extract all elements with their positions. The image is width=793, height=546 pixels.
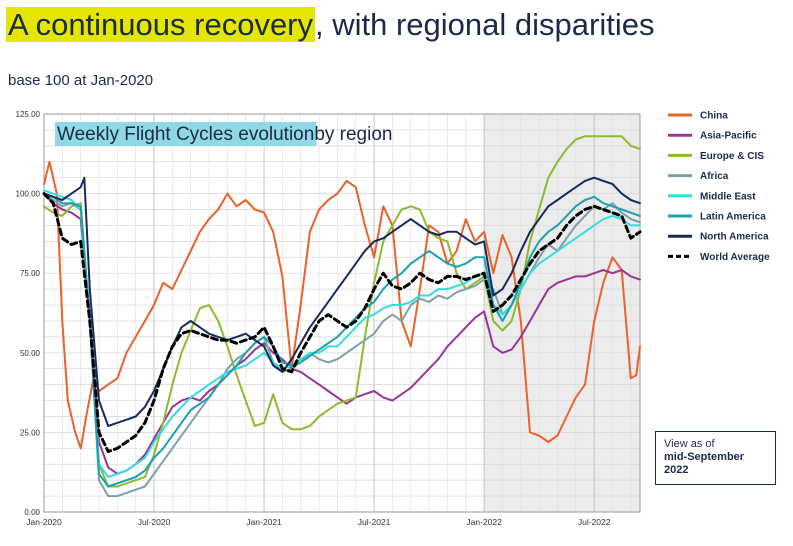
subtitle: base 100 at Jan-2020 — [8, 72, 154, 89]
series-line-china — [43, 160, 641, 450]
shaded-period — [484, 114, 640, 512]
legend-label: World Average — [700, 252, 770, 263]
plot-border — [43, 113, 641, 513]
legend-label: Latin America — [700, 212, 766, 223]
main-title-highlight: A continuous recovery — [6, 7, 316, 42]
x-tick-label: Jan-2022 — [466, 517, 502, 527]
legend-item: Asia-Pacific — [668, 131, 757, 142]
legend-item: China — [668, 111, 728, 122]
series-line-latin-america — [43, 192, 641, 488]
legend-item: Latin America — [668, 212, 766, 223]
chart-title: Weekly Flight Cycles evolution by region — [55, 122, 392, 146]
view-date-note: View as of mid-September 2022 — [655, 431, 776, 485]
x-tick-label: Jul-2021 — [358, 517, 391, 527]
legend-item: World Average — [668, 252, 770, 263]
y-tick-label: 25.00 — [20, 428, 41, 437]
series-line-africa — [43, 192, 641, 498]
chart-title-rest: by region — [314, 124, 392, 145]
y-tick-label: 50.00 — [20, 349, 41, 358]
y-tick-label: 125.00 — [16, 110, 41, 119]
legend-label: Africa — [700, 171, 729, 182]
series-line-world-average — [42, 192, 642, 453]
series-line-north-america — [43, 176, 641, 427]
legend-label: North America — [700, 232, 769, 243]
series-line-europe-cis — [43, 135, 641, 488]
legend-item: North America — [668, 232, 769, 243]
legend-item: Europe & CIS — [668, 151, 764, 162]
chart-title-highlight-bg — [55, 122, 317, 146]
legend-label: Middle East — [700, 191, 756, 202]
x-tick-label: Jul-2020 — [138, 517, 171, 527]
y-tick-label: 75.00 — [20, 269, 41, 278]
note-line-3: 2022 — [664, 464, 689, 476]
main-title: A continuous recovery, with regional dis… — [6, 4, 654, 46]
y-tick-label: 0.00 — [24, 508, 40, 517]
series-line-middle-east — [43, 189, 641, 478]
series-line-asia-pacific — [43, 192, 641, 475]
legend-item: Africa — [668, 171, 729, 182]
legend-label: Europe & CIS — [700, 151, 764, 162]
legend-item: Middle East — [668, 191, 756, 202]
legend-label: Asia-Pacific — [700, 131, 757, 142]
note-line-1: View as of — [664, 438, 715, 450]
legend-label: China — [700, 111, 728, 122]
chart-title-highlight: Weekly Flight Cycles evolution — [57, 124, 314, 145]
y-tick-label: 100.00 — [16, 190, 41, 199]
main-title-rest: , with regional disparities — [315, 7, 655, 42]
note-line-2: mid-September — [664, 451, 745, 463]
x-tick-label: Jan-2020 — [26, 517, 62, 527]
x-tick-label: Jan-2021 — [246, 517, 282, 527]
x-tick-label: Jul-2022 — [578, 517, 611, 527]
